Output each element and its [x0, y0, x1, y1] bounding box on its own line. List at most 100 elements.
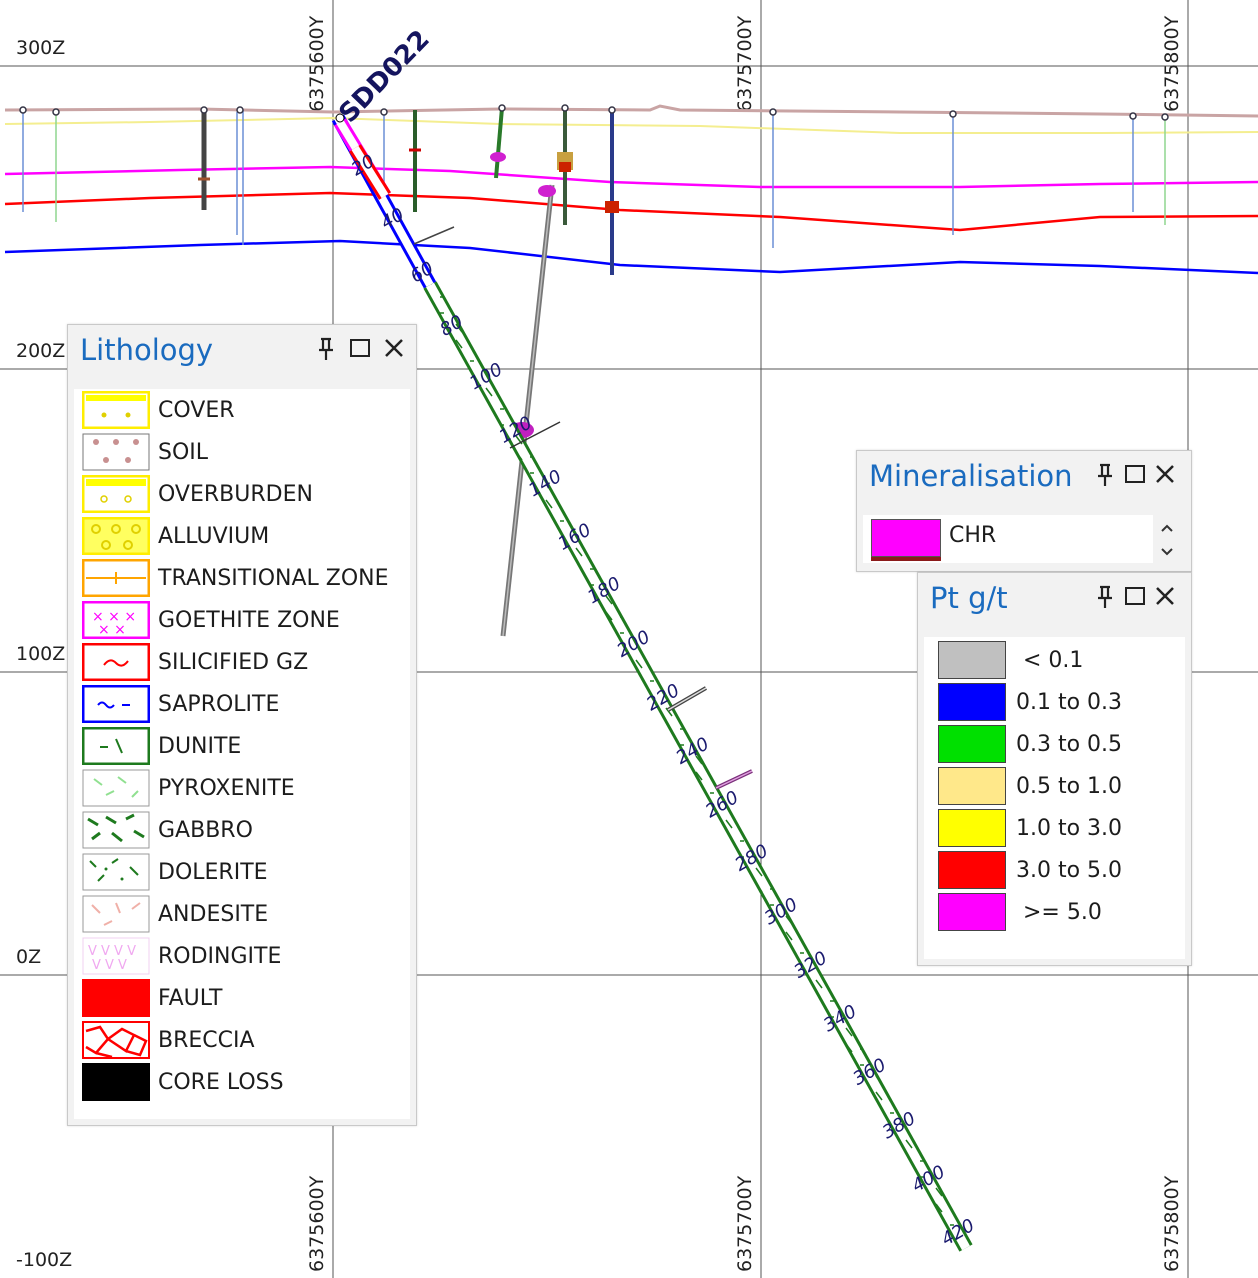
mineralisation-list: CHR — [863, 515, 1153, 563]
pt-swatch — [938, 683, 1006, 721]
svg-text:× × ×: × × × — [92, 609, 136, 625]
mineralisation-legend-panel: Mineralisation CHR — [856, 450, 1192, 572]
legend-label: FAULT — [158, 985, 223, 1011]
legend-label: 0.3 to 0.5 — [1016, 731, 1123, 757]
legend-label: OVERBURDEN — [158, 481, 313, 507]
close-icon[interactable] — [382, 337, 406, 361]
mineralisation-title: Mineralisation — [869, 459, 1073, 493]
lithology-list: COVER SOIL OVERBURDEN ALLUVIUM TRANSITIO… — [74, 389, 410, 1119]
maximize-icon[interactable] — [1123, 585, 1147, 609]
pt-item: < 0.1 — [938, 639, 1083, 681]
elevation-label: 300Z — [16, 37, 65, 59]
legend-item-goethite-zone: × × × × × GOETHITE ZONE — [74, 599, 340, 641]
chr-swatch-fill — [871, 519, 941, 557]
pt-swatch — [938, 851, 1006, 889]
northing-label: 6375700Y — [734, 1175, 756, 1272]
svg-text:× ×: × × — [98, 622, 126, 638]
legend-label: DOLERITE — [158, 859, 268, 885]
drillhole-sdd022[interactable] — [331, 113, 973, 1252]
legend-label: 0.5 to 1.0 — [1016, 773, 1123, 799]
silicified-base-surface — [4, 191, 1258, 232]
legend-item-dunite: DUNITE — [74, 725, 241, 767]
dolerite-swatch — [82, 853, 150, 891]
legend-label: ANDESITE — [158, 901, 269, 927]
legend-item-fault: FAULT — [74, 977, 222, 1019]
legend-label: 3.0 to 5.0 — [1016, 857, 1123, 883]
legend-item-transitional-zone: TRANSITIONAL ZONE — [74, 557, 389, 599]
topography-surface — [4, 104, 1258, 118]
pt-swatch — [938, 893, 1006, 931]
elevation-label: -100Z — [16, 1249, 72, 1271]
soil-swatch — [82, 433, 150, 471]
northing-label: 6375800Y — [1161, 1175, 1183, 1272]
chr-swatch-underline — [871, 557, 941, 561]
elevation-label: 200Z — [16, 340, 65, 362]
legend-label: GABBRO — [158, 817, 253, 843]
cover-swatch — [82, 391, 150, 429]
pt-swatch — [938, 809, 1006, 847]
elevation-label: 100Z — [16, 643, 65, 665]
alluvium-swatch — [82, 517, 150, 555]
legend-item-pyroxenite: PYROXENITE — [74, 767, 295, 809]
legend-label: SILICIFIED GZ — [158, 649, 309, 675]
close-icon[interactable] — [1153, 463, 1177, 487]
legend-label: RODINGITE — [158, 943, 282, 969]
northing-label: 6375800Y — [1161, 15, 1183, 112]
legend-item-soil: SOIL — [74, 431, 208, 473]
legend-label: ALLUVIUM — [158, 523, 270, 549]
legend-label: SOIL — [158, 439, 209, 465]
svg-text:V V V: V V V — [92, 958, 127, 973]
scroll-down-icon — [1161, 548, 1173, 556]
pt-item: 0.3 to 0.5 — [938, 723, 1122, 765]
legend-label: COVER — [158, 397, 235, 423]
legend-label: GOETHITE ZONE — [158, 607, 340, 633]
legend-scroll[interactable] — [1157, 517, 1177, 563]
pt-title: Pt g/t — [930, 581, 1008, 615]
pt-item: 3.0 to 5.0 — [938, 849, 1122, 891]
maximize-icon[interactable] — [348, 337, 372, 361]
pt-item: 0.1 to 0.3 — [938, 681, 1122, 723]
pt-item: 1.0 to 3.0 — [938, 807, 1122, 849]
legend-label: PYROXENITE — [158, 775, 295, 801]
transitional-zone-swatch — [82, 559, 150, 597]
rodingite-swatch: V V V VV V V — [82, 937, 150, 975]
dunite-swatch — [82, 727, 150, 765]
legend-item-gabbro: GABBRO — [74, 809, 253, 851]
pt-swatch — [938, 641, 1006, 679]
legend-label: DUNITE — [158, 733, 242, 759]
northing-label: 6375600Y — [306, 1175, 328, 1272]
andesite-swatch — [82, 895, 150, 933]
goethite-base-surface — [4, 165, 1258, 189]
gabbro-swatch — [82, 811, 150, 849]
scroll-up-icon — [1161, 524, 1173, 532]
pt-item: >= 5.0 — [938, 891, 1102, 933]
legend-label: SAPROLITE — [158, 691, 280, 717]
close-icon[interactable] — [1153, 585, 1177, 609]
legend-item-breccia: BRECCIA — [74, 1019, 255, 1061]
silicified-gz-swatch — [82, 643, 150, 681]
saprolite-swatch — [82, 685, 150, 723]
pt-swatch — [938, 767, 1006, 805]
lithology-title: Lithology — [80, 333, 214, 367]
core-loss-swatch — [82, 1063, 150, 1101]
breccia-swatch — [82, 1021, 150, 1059]
pin-icon[interactable] — [1093, 463, 1117, 487]
goethite-zone-swatch: × × ×× × — [82, 601, 150, 639]
legend-item-overburden: OVERBURDEN — [74, 473, 313, 515]
legend-label: BRECCIA — [158, 1027, 255, 1053]
maximize-icon[interactable] — [1123, 463, 1147, 487]
legend-label: TRANSITIONAL ZONE — [158, 565, 389, 591]
northing-label: 6375600Y — [306, 15, 328, 112]
pin-icon[interactable] — [1093, 585, 1117, 609]
legend-item-alluvium: ALLUVIUM — [74, 515, 269, 557]
legend-item-andesite: ANDESITE — [74, 893, 268, 935]
cover-base-surface — [4, 116, 1258, 134]
legend-item-dolerite: DOLERITE — [74, 851, 268, 893]
legend-item-core-loss: CORE LOSS — [74, 1061, 284, 1103]
legend-label: >= 5.0 — [1016, 899, 1102, 925]
pin-icon[interactable] — [314, 337, 338, 361]
shallow-drillholes[interactable] — [19, 104, 1169, 275]
legend-label: 0.1 to 0.3 — [1016, 689, 1123, 715]
